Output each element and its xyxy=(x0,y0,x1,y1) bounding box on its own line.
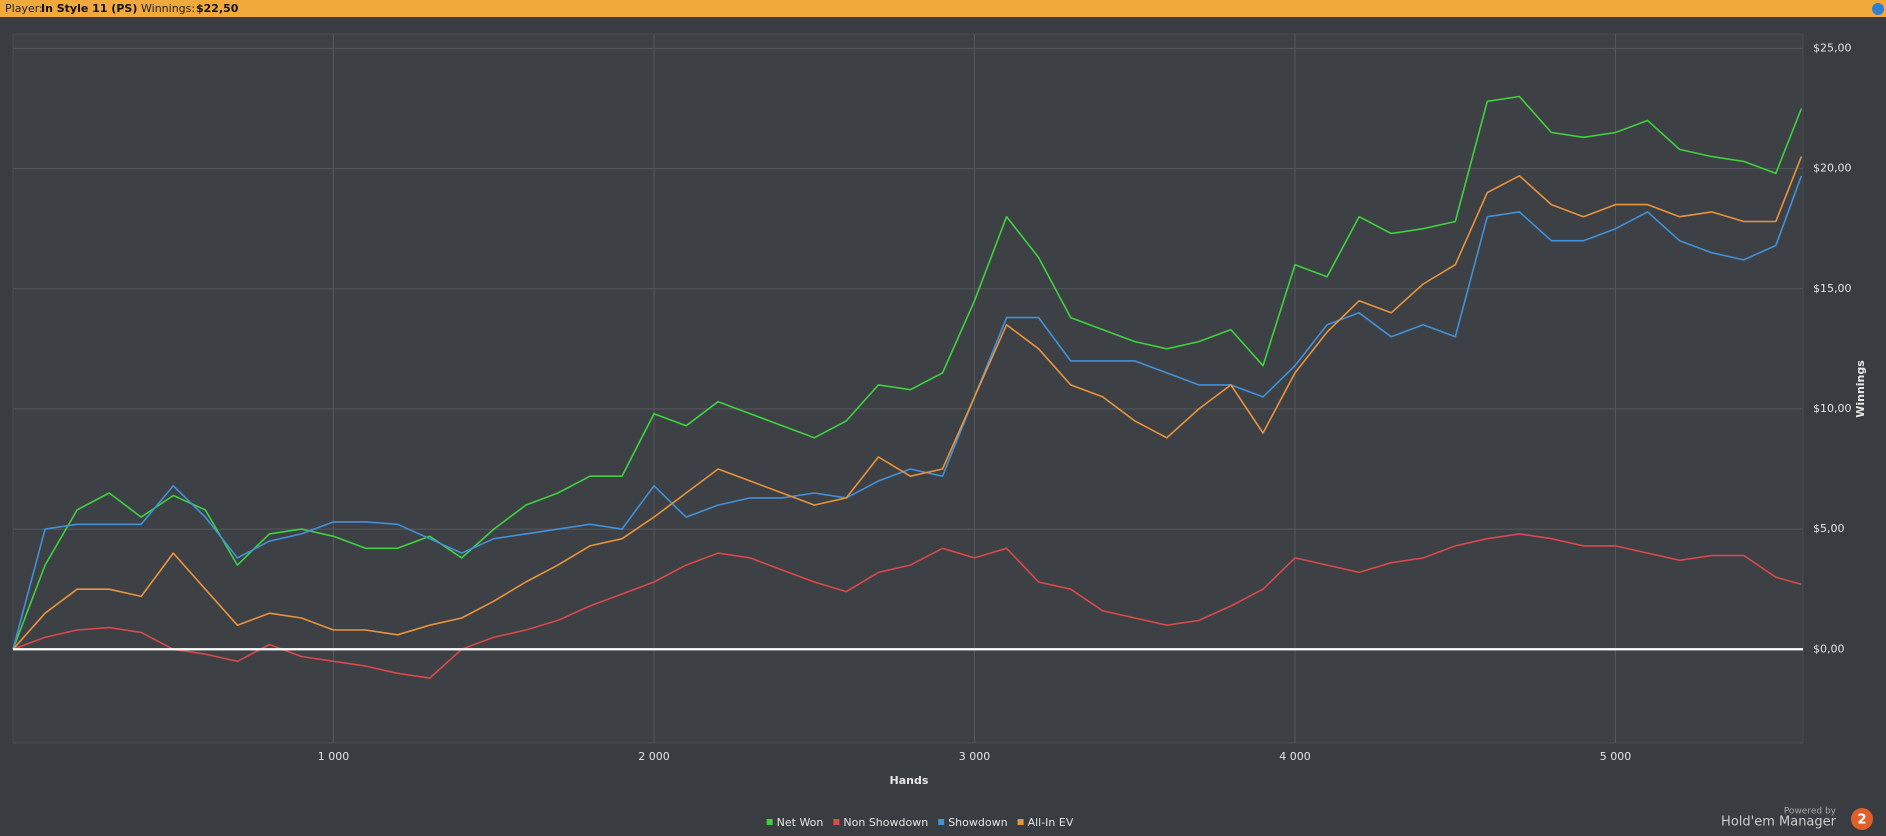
legend-swatch xyxy=(833,819,840,825)
y-tick-label: $10,00 xyxy=(1813,402,1852,415)
legend-swatch xyxy=(1017,819,1024,825)
legend-label: All-In EV xyxy=(1028,816,1074,829)
legend-label: Non Showdown xyxy=(843,816,928,829)
y-tick-label: $20,00 xyxy=(1813,162,1852,175)
product-name: Hold'em Manager xyxy=(1721,815,1837,830)
series-line xyxy=(12,156,1803,650)
x-tick-label: 4 000 xyxy=(1279,750,1311,763)
player-label: Player: xyxy=(5,2,43,15)
x-tick-label: 3 000 xyxy=(959,750,991,763)
series-line xyxy=(12,533,1802,679)
series-line xyxy=(12,175,1803,650)
player-name: In Style 11 (PS) xyxy=(41,2,137,15)
y-axis-title: Winnings xyxy=(1854,360,1867,418)
x-axis-title: Hands xyxy=(890,774,929,787)
winnings-value: $22,50 xyxy=(196,2,239,15)
legend-label: Net Won xyxy=(777,816,824,829)
winnings-label: Winnings: xyxy=(141,2,195,15)
x-tick-label: 2 000 xyxy=(638,750,670,763)
legend-swatch xyxy=(766,819,773,825)
legend-swatch xyxy=(938,819,945,825)
series-line xyxy=(12,95,1803,650)
y-tick-label: $5,00 xyxy=(1813,522,1845,535)
logo-badge xyxy=(1851,808,1873,830)
x-tick-label: 5 000 xyxy=(1600,750,1632,763)
y-tick-label: $15,00 xyxy=(1813,282,1852,295)
legend-label: Showdown xyxy=(948,816,1007,829)
help-button[interactable] xyxy=(1872,3,1884,15)
x-tick-label: 1 000 xyxy=(318,750,350,763)
y-tick-label: $25,00 xyxy=(1813,41,1852,54)
powered-by: Powered by xyxy=(1784,807,1837,817)
y-tick-label: $0,00 xyxy=(1813,642,1845,655)
logo-number: 2 xyxy=(1857,813,1866,828)
header-bar xyxy=(0,0,1886,17)
plot-area xyxy=(12,33,1804,744)
